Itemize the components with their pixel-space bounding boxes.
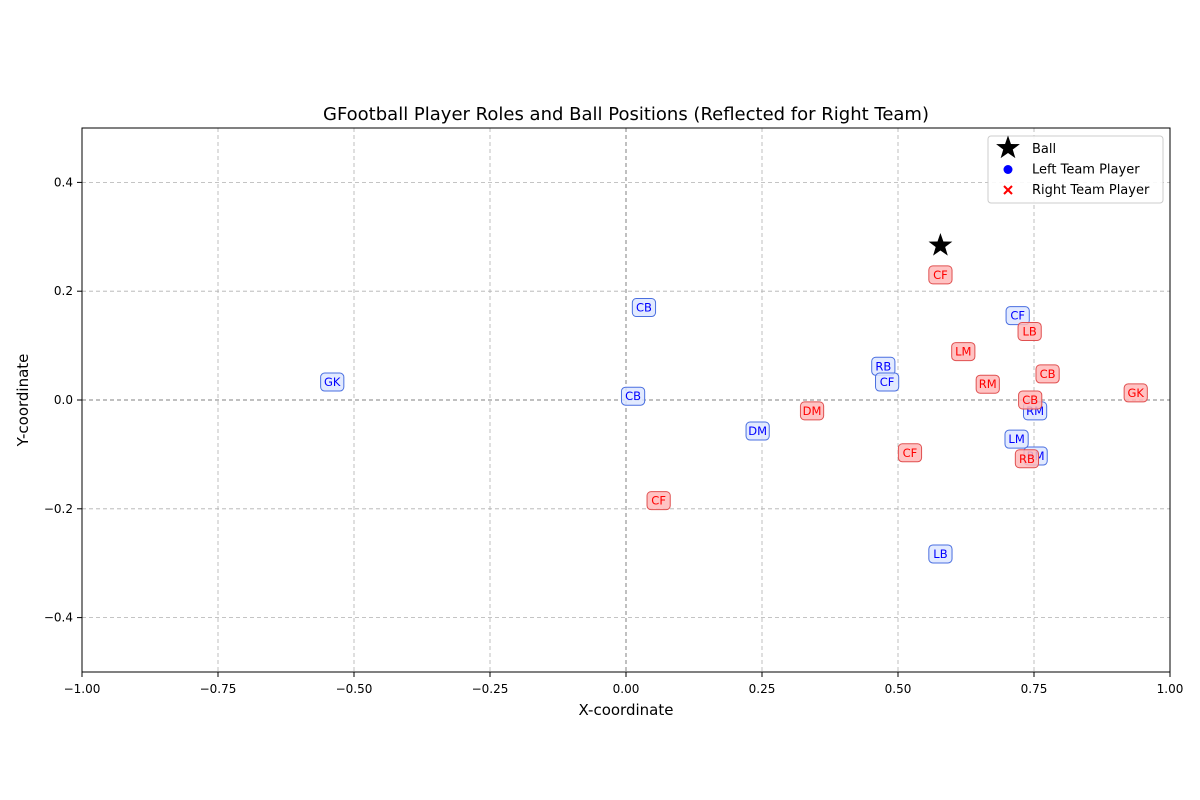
x-axis-title: X-coordinate bbox=[579, 701, 674, 719]
role-box bbox=[897, 443, 923, 463]
player-points: GKCBCBDMRBCFCFLMRMRMLBGKCBCBLBRBDMLMRMCF… bbox=[320, 233, 1148, 564]
x-tick-label: −0.25 bbox=[472, 682, 509, 696]
player-left-lm: LM bbox=[1004, 429, 1029, 449]
x-tick-label: 0.75 bbox=[1021, 682, 1048, 696]
zero-lines bbox=[82, 128, 1170, 672]
role-box bbox=[1017, 321, 1042, 341]
role-box bbox=[928, 544, 953, 564]
legend-label: Left Team Player bbox=[1032, 163, 1140, 178]
role-box bbox=[875, 372, 900, 392]
legend-box bbox=[987, 135, 1164, 204]
legend-entry-x: Right Team Player bbox=[1003, 183, 1150, 198]
player-left-dm: DM bbox=[745, 421, 770, 441]
player-right-cf: CF bbox=[928, 265, 953, 285]
player-right-cb: CB bbox=[1018, 390, 1043, 410]
player-right-lm: LM bbox=[951, 342, 976, 362]
y-tick-label: −0.4 bbox=[44, 611, 73, 625]
y-tick-label: 0.0 bbox=[54, 393, 73, 407]
x-tick-label: 0.25 bbox=[749, 682, 776, 696]
role-box bbox=[631, 298, 657, 318]
role-label: RM bbox=[979, 377, 997, 391]
role-box bbox=[1035, 364, 1060, 384]
player-left-lb: LB bbox=[928, 544, 953, 564]
role-box bbox=[1014, 449, 1040, 469]
x-tick-label: 1.00 bbox=[1157, 682, 1184, 696]
player-left-cb: CB bbox=[620, 386, 646, 406]
role-label: CF bbox=[933, 268, 948, 282]
player-right-cf: CF bbox=[897, 443, 923, 463]
player-left-cf: CF bbox=[875, 372, 900, 392]
role-box bbox=[951, 342, 976, 362]
role-box bbox=[1123, 383, 1148, 403]
player-right-rb: RB bbox=[1014, 449, 1040, 469]
role-box bbox=[1005, 306, 1030, 326]
player-right-dm: DM bbox=[799, 401, 825, 421]
y-axis: −0.4 −0.2 0.0 0.2 0.4 bbox=[44, 175, 82, 625]
player-right-cf: CF bbox=[646, 491, 671, 511]
x-tick-label: 0.50 bbox=[885, 682, 912, 696]
legend-label: Ball bbox=[1032, 142, 1056, 157]
role-label: DM bbox=[803, 404, 822, 418]
role-label: CB bbox=[1022, 393, 1038, 407]
chart-title: GFootball Player Roles and Ball Position… bbox=[323, 104, 929, 125]
player-left-rb: RB bbox=[871, 356, 896, 376]
role-label: RB bbox=[1019, 452, 1035, 466]
role-label: GK bbox=[324, 375, 341, 389]
role-box bbox=[745, 421, 770, 441]
role-label: LM bbox=[1008, 432, 1024, 446]
role-label: CB bbox=[1040, 367, 1056, 381]
role-label: DM bbox=[748, 424, 767, 438]
y-tick-label: 0.2 bbox=[54, 284, 73, 298]
y-axis-title: Y-coordinate bbox=[14, 354, 32, 448]
y-tick-label: −0.2 bbox=[44, 502, 73, 516]
role-label: GK bbox=[1128, 386, 1145, 400]
role-box bbox=[1018, 390, 1043, 410]
y-tick-label: 0.4 bbox=[54, 175, 73, 189]
role-label: RB bbox=[875, 359, 891, 373]
player-right-rm: RM bbox=[975, 374, 1000, 394]
ball-icon bbox=[996, 135, 1020, 159]
legend-label: Right Team Player bbox=[1032, 183, 1150, 198]
role-box bbox=[646, 491, 671, 511]
role-box bbox=[975, 374, 1000, 394]
player-right-gk: GK bbox=[1123, 383, 1148, 403]
legend-entry-star: Ball bbox=[996, 135, 1056, 159]
role-box bbox=[620, 386, 646, 406]
player-left-gk: GK bbox=[320, 372, 345, 392]
x-tick-label: −0.50 bbox=[336, 682, 373, 696]
legend-entry-circle: Left Team Player bbox=[1003, 163, 1140, 178]
x-tick-label: 0.00 bbox=[613, 682, 640, 696]
role-label: CB bbox=[625, 389, 641, 403]
role-box bbox=[320, 372, 345, 392]
x-icon-stroke bbox=[1003, 185, 1013, 195]
role-label: CF bbox=[880, 375, 895, 389]
role-box bbox=[799, 401, 825, 421]
role-label: CF bbox=[903, 446, 918, 460]
role-label: CF bbox=[1010, 309, 1025, 323]
player-right-lb: LB bbox=[1017, 321, 1042, 341]
ball-marker bbox=[928, 233, 953, 256]
role-label: LB bbox=[1022, 324, 1036, 338]
role-label: LB bbox=[933, 547, 947, 561]
player-left-cb: CB bbox=[631, 298, 657, 318]
legend: Ball Left Team Player Right Team Player bbox=[987, 135, 1164, 204]
x-tick-label: −0.75 bbox=[200, 682, 237, 696]
player-left-cf: CF bbox=[1005, 306, 1030, 326]
player-right-cb: CB bbox=[1035, 364, 1060, 384]
circle-icon bbox=[1003, 165, 1013, 174]
x-axis: −1.00 −0.75 −0.50 −0.25 0.00 0.25 0.50 0.75 1.00 bbox=[64, 672, 1184, 696]
role-label: CB bbox=[636, 301, 652, 315]
x-tick-label: −1.00 bbox=[64, 682, 101, 696]
role-box bbox=[928, 265, 953, 285]
role-label: LM bbox=[955, 345, 971, 359]
role-label: CF bbox=[651, 494, 666, 508]
role-box bbox=[1004, 429, 1029, 449]
